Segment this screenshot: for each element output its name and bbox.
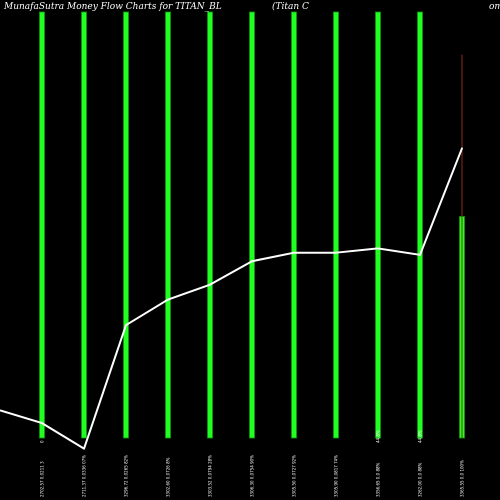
money-flow-bar (207, 11, 213, 439)
money-flow-bar (291, 11, 297, 439)
money-flow-point (461, 147, 463, 150)
bar-value-label: 44.8% (418, 430, 423, 443)
chart-title-company: (Titan C (272, 1, 309, 12)
money-flow-point (335, 251, 337, 254)
x-tick-label: 3356.65 0.0 88% (376, 462, 381, 497)
x-tick-label: 3305.90 0.0817 74% (334, 455, 339, 497)
x-tick-label: 3306.30 0.0754 90% (250, 455, 255, 497)
x-tick-label: 2711.37 0.0336 07% (82, 455, 87, 497)
x-tick-label: 3296.72 0.0265 82% (124, 455, 129, 497)
x-tick-label: 3302.60 0.0726 8% (166, 457, 171, 497)
money-flow-bar (333, 11, 339, 439)
bar-value-label: 0 (40, 440, 45, 443)
money-flow-point (293, 251, 295, 254)
money-flow-point (83, 447, 85, 450)
chart-title-suffix: om (489, 2, 500, 12)
x-tick-label: 2702.57 0.0211 3 (40, 461, 45, 497)
money-flow-bar (39, 11, 45, 439)
money-flow-point (125, 324, 127, 327)
money-flow-bar (417, 11, 423, 439)
bars-layer (39, 11, 465, 439)
chart-title: MunafaSutra Money Flow Charts for TITAN_… (3, 2, 222, 12)
money-flow-bar (81, 11, 87, 439)
money-flow-bar (375, 11, 381, 439)
x-tick-label: 3262.00 0.0 88% (418, 462, 423, 497)
money-flow-line (0, 147, 463, 450)
money-flow-bar (165, 11, 171, 439)
x-tick-label: 3365.55 0.0 100% (460, 460, 465, 497)
money-flow-point (41, 422, 43, 424)
money-flow-point (167, 298, 169, 301)
money-flow-point (209, 283, 211, 286)
money-flow-bar (123, 11, 129, 439)
money-flow-point (419, 253, 421, 256)
money-flow-point (251, 260, 253, 263)
money-flow-point (377, 247, 379, 250)
bar-value-label: 44.8% (376, 430, 381, 443)
x-tick-label: 3305.50 0.0727 92% (292, 455, 297, 497)
money-flow-bar (249, 11, 255, 439)
line-layer (0, 147, 463, 450)
labels-layer: 2702.57 0.0211 3 2711.37 0.0336 07% 3296.7… (40, 430, 465, 497)
x-tick-label: 3303.52 0.0794 28% (208, 455, 213, 497)
